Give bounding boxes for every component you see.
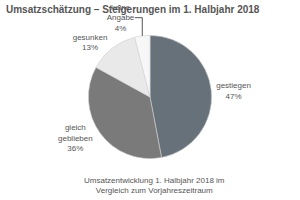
svg-text:gesunken13%: gesunken13% [73,33,108,52]
svg-text:Umsatzentwicklung 1. Halbjahr: Umsatzentwicklung 1. Halbjahr 2018 imVer… [84,176,225,195]
svg-text:gleichgeblieben36%: gleichgeblieben36% [58,123,93,153]
svg-text:gestiegen47%: gestiegen47% [216,81,251,100]
svg-text:keineAngabe4%: keineAngabe4% [107,3,135,33]
svg-text:Umsatzschätzung – Steigerungen: Umsatzschätzung – Steigerungen im 1. Hal… [6,4,260,15]
